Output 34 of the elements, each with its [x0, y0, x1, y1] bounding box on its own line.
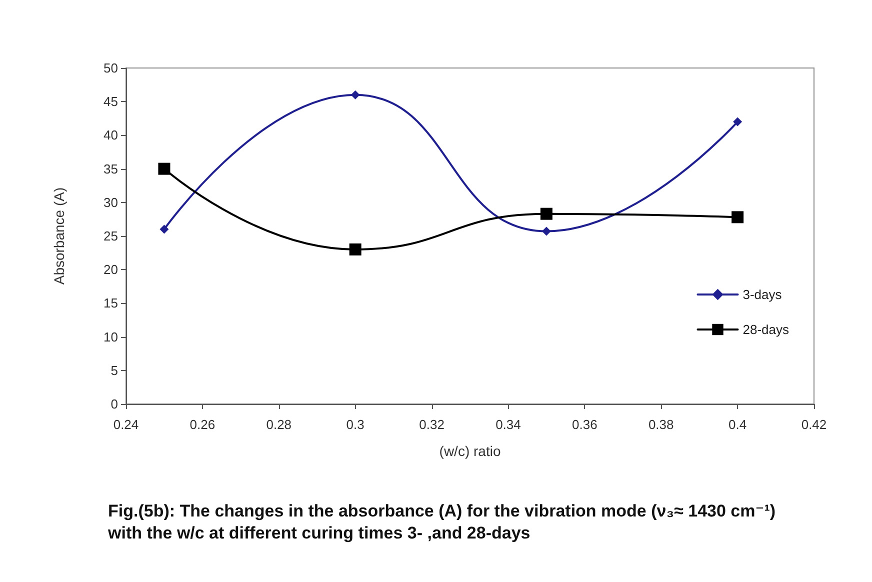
- x-tick-label: 0.36: [572, 417, 598, 432]
- point: [733, 117, 742, 126]
- x-tick-label: 0.3: [346, 417, 364, 432]
- point: [160, 224, 169, 234]
- legend-label: 3-days: [742, 287, 782, 302]
- y-tick-label: 30: [104, 194, 118, 210]
- y-tick-label: 50: [104, 60, 118, 76]
- point: [350, 90, 360, 100]
- y-tick-label: 40: [104, 128, 118, 143]
- y-axis-title: Absorbance (A): [51, 187, 67, 285]
- x-tick-label: 0.26: [190, 417, 216, 432]
- x-tick-label: 0.28: [266, 417, 292, 432]
- y-tick-label: 10: [104, 329, 118, 344]
- y-tick-label: 20: [104, 262, 118, 278]
- point: [542, 226, 551, 236]
- point: [732, 211, 744, 224]
- y-tick-label: 35: [104, 161, 118, 176]
- x-tick-label: 0.38: [648, 417, 674, 432]
- x-tick-label: 0.32: [419, 417, 444, 432]
- y-tick-label: 5: [110, 362, 118, 378]
- point: [349, 243, 362, 256]
- x-tick-label: 0.34: [496, 417, 521, 432]
- y-tick-label: 15: [104, 296, 118, 311]
- x-tick-label: 0.4: [728, 417, 747, 432]
- x-tick-label: 0.42: [801, 417, 827, 432]
- x-axis-title: (w/c) ratio: [439, 443, 501, 459]
- text: Fig.(5b): The changes in the absorbance (A) for the vibration mode (ν₃≈ 1430 cm⁻¹) with the w/c at different curing times 3- ,and 28-days: [107, 502, 780, 542]
- point: [158, 162, 170, 175]
- point: [540, 208, 552, 220]
- x-tick-label: 0.24: [113, 417, 139, 432]
- y-tick-label: 0: [110, 396, 118, 412]
- legend-label: 28-days: [742, 322, 790, 337]
- y-tick-label: 45: [104, 94, 118, 110]
- y-tick-label: 25: [104, 228, 118, 244]
